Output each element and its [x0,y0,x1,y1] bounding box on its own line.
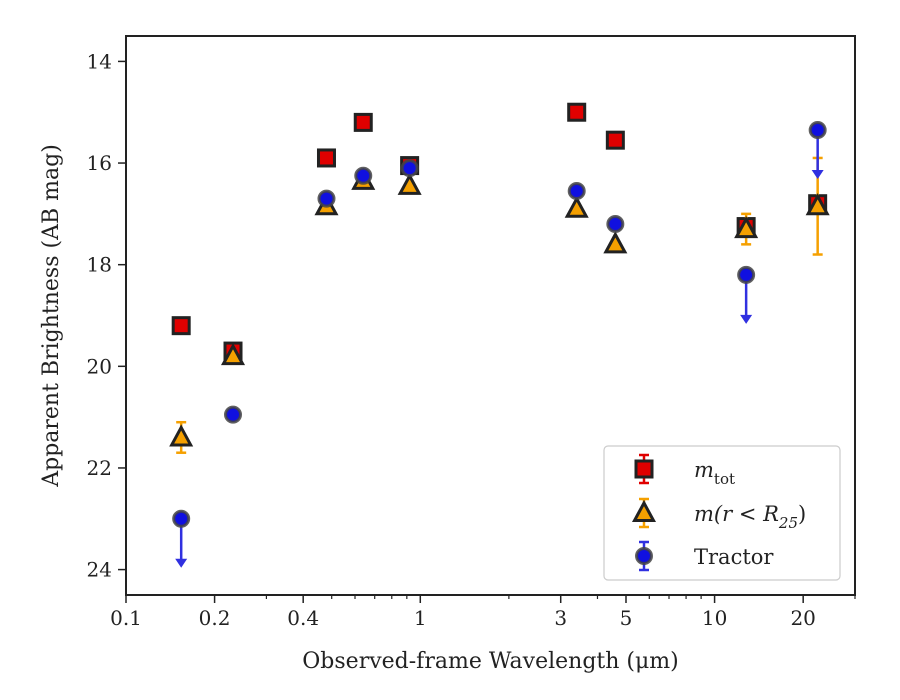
data-point [353,112,373,132]
legend-marker [631,499,657,522]
x-tick-label: 0.1 [110,606,142,630]
legend-marker [635,547,653,565]
legend-label-main: m(r < R [694,502,779,526]
legend-label-sub: tot [714,470,735,488]
legend-item: m(r < R25) [631,497,806,532]
data-point [567,102,587,122]
legend-item: Tractor [635,540,774,572]
y-axis: 14 16 18 20 22 24 [87,49,126,582]
x-tick-label: 10 [702,606,727,630]
data-point [171,316,191,336]
x-tick-label: 1 [414,606,427,630]
legend-label-main: m [694,458,714,482]
x-axis-label: Observed-frame Wavelength (μm) [302,649,678,674]
y-axis-label: Apparent Brightness (AB mag) [39,144,64,488]
x-tick-label: 20 [790,606,815,630]
data-point [603,231,628,254]
data-point [564,195,589,218]
data-point [808,121,827,140]
legend-label-tail: ) [798,502,806,526]
x-tick-label: 5 [620,606,633,630]
y-tick-label: 16 [87,151,112,175]
legend-label: mtot [694,458,735,488]
y-tick-label: 24 [87,558,112,582]
legend: mtot m(r < R25) Tractor [603,445,841,581]
y-tick-label: 14 [87,49,112,73]
data-point [220,343,246,366]
data-point [354,166,373,185]
y-tick-label: 22 [87,456,112,480]
data-point [605,130,625,150]
legend-label: Tractor [694,545,774,569]
data-point [224,405,243,424]
series-circle [172,121,827,568]
legend-label-sub: 25 [778,514,798,532]
data-point [397,172,422,195]
plot-area [169,102,830,568]
data-point [400,159,419,178]
data-point [317,189,336,208]
legend-label: m(r < R25) [694,502,806,532]
legend-marker [634,459,654,479]
data-point [172,509,191,528]
series-triangle [169,156,830,454]
data-point [169,424,194,447]
data-point [316,148,336,168]
data-point [606,215,625,234]
x-tick-label: 0.2 [199,606,231,630]
data-point [805,193,830,216]
legend-item: mtot [634,453,735,488]
y-tick-label: 18 [87,253,112,277]
data-point [734,215,759,239]
y-tick-label: 20 [87,354,112,378]
data-point [567,181,586,200]
data-point [737,265,756,284]
plot-frame [125,35,856,596]
series-square [171,102,828,361]
x-tick-label: 3 [554,606,567,630]
x-tick-label: 0.4 [287,606,319,630]
legend-box [603,445,841,581]
x-axis: 0.1 0.2 0.4 1 3 5 10 20 [110,595,856,630]
